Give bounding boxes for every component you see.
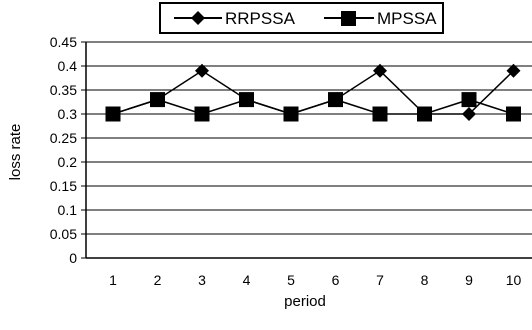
y-tick-label: 0.2	[58, 154, 78, 170]
x-tick-label: 8	[421, 272, 429, 288]
x-tick-label: 3	[198, 272, 206, 288]
legend-label-rrpssa: RRPSSA	[225, 9, 296, 28]
y-tick-labels: 0 0.05 0.1 0.15 0.2 0.25 0.3 0.35 0.4 0.45	[50, 34, 86, 266]
y-tick-label: 0.05	[50, 226, 77, 242]
x-tick-label: 10	[506, 272, 522, 288]
data-point-mpssa	[328, 92, 343, 108]
data-point-mpssa	[105, 106, 121, 122]
series-group	[105, 63, 521, 122]
y-tick-label: 0.4	[58, 58, 78, 74]
legend-square-marker	[341, 11, 356, 26]
y-tick-label: 0.35	[50, 82, 77, 98]
series-line-mpssa	[112, 98, 514, 115]
x-axis-title: period	[284, 293, 326, 310]
data-point-mpssa	[506, 106, 521, 122]
data-point-mpssa	[372, 106, 388, 122]
x-tick-label: 6	[332, 272, 340, 288]
data-point-mpssa	[283, 106, 299, 122]
legend-label-mpssa: MPSSA	[377, 9, 437, 28]
data-point-rrpssa	[506, 63, 521, 78]
data-point-rrpssa	[373, 63, 387, 78]
legend-diamond-marker	[191, 11, 205, 25]
y-tick-label: 0.1	[58, 202, 78, 218]
x-tick-label: 4	[243, 272, 251, 288]
x-tick-label: 5	[287, 272, 295, 288]
data-point-mpssa	[239, 92, 254, 108]
x-tick-label: 9	[465, 272, 473, 288]
x-tick-label: 7	[376, 272, 384, 288]
x-tick-label: 2	[154, 272, 162, 288]
y-tick-label: 0	[69, 250, 77, 266]
y-tick-label: 0.3	[58, 106, 78, 122]
data-point-mpssa	[461, 92, 477, 108]
x-tick-labels: 1 2 3 4 5 6 7 8 9 10	[109, 272, 521, 288]
y-tick-label: 0.15	[50, 178, 77, 194]
data-point-rrpssa	[195, 63, 209, 78]
data-point-mpssa	[150, 92, 165, 108]
legend: RRPSSA MPSSA	[159, 2, 444, 34]
data-point-rrpssa	[462, 107, 476, 121]
y-axis-title: loss rate	[7, 124, 24, 181]
data-point-mpssa	[417, 106, 432, 122]
x-tick-label: 1	[109, 272, 117, 288]
y-tick-label: 0.25	[50, 130, 77, 146]
gridlines	[86, 41, 532, 235]
data-point-mpssa	[194, 106, 210, 122]
y-tick-label: 0.45	[50, 34, 77, 50]
